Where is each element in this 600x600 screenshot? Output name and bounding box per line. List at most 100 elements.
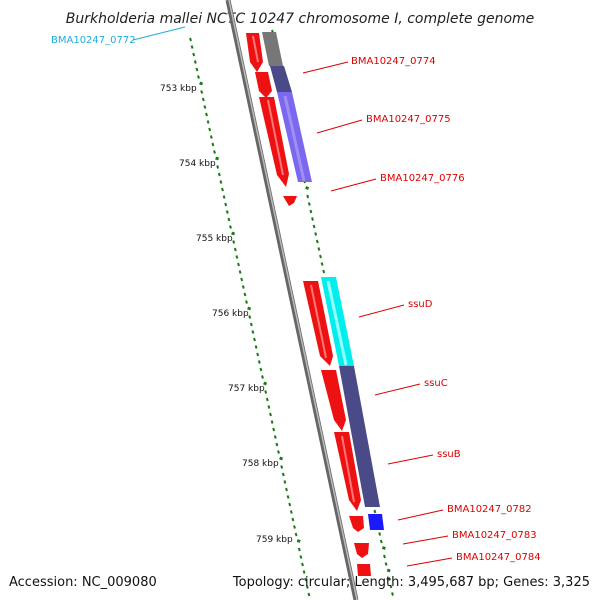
accession-text: Accession: NC_009080	[9, 575, 157, 590]
scale-label: 756 kbp	[212, 309, 249, 319]
minor-tick	[299, 555, 303, 559]
gene-label-ssuc[interactable]: ssuC	[424, 378, 448, 389]
minor-tick	[306, 194, 310, 199]
minor-tick	[256, 352, 260, 357]
cds-feature[interactable]	[349, 516, 364, 532]
minor-tick	[209, 135, 213, 139]
minor-tick	[195, 67, 199, 72]
minor-tick	[277, 450, 280, 454]
minor-tick	[243, 292, 247, 297]
minor-tick	[317, 247, 321, 251]
genome-backbone	[225, 0, 359, 600]
minor-tick	[257, 360, 261, 364]
minor-tick	[301, 562, 304, 567]
cds-highlight	[341, 435, 355, 503]
leader-line	[402, 535, 449, 545]
minor-tick	[245, 300, 248, 304]
gene-labels: BMA10247_0772 BMA10247_0774 BMA10247_077…	[51, 35, 541, 563]
minor-tick	[269, 412, 272, 417]
major-tick	[296, 539, 301, 543]
gene-label-ssub[interactable]: ssuB	[437, 449, 461, 460]
minor-tick	[237, 262, 240, 267]
leader-line	[397, 509, 444, 521]
blue-feature[interactable]	[368, 514, 384, 530]
leader-line	[358, 304, 405, 318]
genome-summary-text: Topology: circular; Length: 3,495,687 bp…	[232, 575, 590, 590]
cds-feature[interactable]	[283, 196, 297, 206]
minor-tick	[273, 435, 277, 439]
minor-tick	[251, 330, 255, 334]
minor-tick	[190, 45, 194, 49]
leader-line	[316, 119, 363, 134]
map-title: Burkholderia mallei NCTC 10247 chromosom…	[66, 11, 535, 27]
cds-feature[interactable]	[246, 33, 263, 72]
leader-line	[132, 26, 186, 41]
major-tick	[279, 456, 284, 461]
minor-tick	[249, 322, 253, 327]
major-tick	[215, 156, 220, 161]
minor-tick	[211, 142, 215, 147]
slate-feature[interactable]	[270, 66, 292, 92]
gene-label-bma10247-0784[interactable]: BMA10247_0784	[456, 552, 541, 563]
leader-line	[302, 61, 349, 74]
minor-tick	[217, 172, 221, 177]
gene-label-bma10247-0774[interactable]: BMA10247_0774	[351, 56, 436, 67]
feature-highlight	[283, 95, 306, 182]
minor-tick	[233, 247, 237, 252]
minor-tick	[213, 150, 216, 154]
minor-tick	[389, 584, 393, 589]
scale-label: 755 kbp	[196, 234, 233, 244]
minor-tick	[297, 547, 301, 552]
minor-tick	[227, 217, 231, 222]
minor-tick	[307, 202, 311, 206]
minor-tick	[285, 487, 288, 492]
minor-tick	[312, 224, 316, 229]
gene-label-bma10247-0783[interactable]: BMA10247_0783	[452, 530, 537, 541]
minor-tick	[229, 225, 232, 229]
minor-tick	[311, 217, 314, 221]
minor-tick	[315, 239, 319, 244]
cds-feature[interactable]	[354, 543, 369, 558]
cds-feature[interactable]	[255, 72, 272, 98]
scale-label: 753 kbp	[160, 84, 197, 94]
gray-feature[interactable]	[262, 32, 283, 66]
minor-tick	[305, 585, 309, 589]
minor-tick	[293, 525, 296, 529]
gene-label-bma10247-0772[interactable]: BMA10247_0772	[51, 35, 136, 46]
minor-tick	[379, 539, 383, 544]
cds-feature[interactable]	[321, 370, 346, 431]
minor-tick	[193, 60, 197, 64]
minor-tick	[289, 510, 293, 514]
gene-label-bma10247-0776[interactable]: BMA10247_0776	[380, 173, 465, 184]
minor-tick	[205, 112, 208, 117]
minor-tick	[241, 285, 245, 289]
minor-tick	[281, 472, 285, 477]
leader-lines	[132, 26, 453, 567]
minor-tick	[373, 509, 377, 514]
minor-tick	[248, 315, 252, 319]
gene-label-bma10247-0782[interactable]: BMA10247_0782	[447, 504, 532, 515]
gene-label-bma10247-0775[interactable]: BMA10247_0775	[366, 114, 451, 125]
leader-line	[330, 178, 377, 192]
slate-feature[interactable]	[339, 366, 380, 507]
gene-label-ssud[interactable]: ssuD	[408, 299, 433, 310]
minor-tick	[261, 375, 264, 379]
major-tick	[305, 186, 310, 190]
minor-tick	[319, 254, 322, 259]
minor-tick	[197, 75, 200, 79]
minor-tick	[232, 240, 236, 244]
minor-tick	[270, 420, 274, 424]
minor-tick	[314, 232, 318, 236]
minor-tick	[267, 405, 271, 409]
minor-tick	[206, 120, 210, 124]
cds-feature[interactable]	[357, 564, 371, 576]
major-tick	[263, 381, 268, 386]
minor-tick	[286, 495, 290, 499]
major-tick	[199, 81, 204, 86]
minor-tick	[320, 262, 324, 266]
minor-tick	[208, 127, 212, 132]
minor-tick	[254, 345, 258, 349]
minor-tick	[259, 367, 263, 372]
minor-tick	[219, 180, 223, 184]
cds-highlight	[310, 284, 327, 359]
